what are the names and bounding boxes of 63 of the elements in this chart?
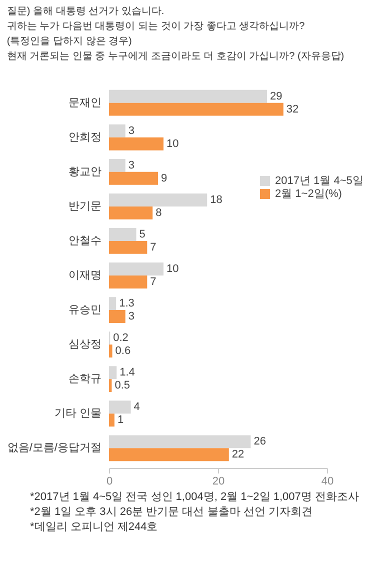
data-label: 22 [232, 448, 244, 461]
data-label: 3 [128, 159, 134, 172]
data-label: 0.6 [115, 345, 131, 358]
chart-title: 질문) 올해 대통령 선거가 있습니다. 귀하는 누가 다음번 대통령이 되는 것이 가장 좋다고 생각하십니까? (특정인을 답하지 않은 경우) 현재 거론되는 인물 중 누구에게 조금이라도 더 호감이 가십니까? (자유응답) [6, 6, 344, 62]
data-label: 7 [150, 276, 156, 288]
bar [109, 379, 112, 392]
data-label: 3 [128, 124, 134, 137]
data-label: 26 [254, 436, 266, 448]
bar [109, 310, 126, 323]
bar [109, 124, 126, 138]
text: *2월 1일 오후 3시 26분 반기문 대선 불출마 선언 기자회견 [30, 505, 314, 520]
bar [109, 448, 229, 462]
bar [109, 297, 116, 310]
data-label: 3 [128, 310, 134, 323]
bar [109, 400, 131, 414]
data-label: 18 [210, 194, 222, 206]
y-tick-label: 안희정 [68, 131, 102, 144]
data-label: 0.2 [113, 332, 128, 344]
bar [109, 90, 268, 103]
y-tick-label: 없음/모름/응답거절 [7, 442, 102, 454]
data-label: 9 [161, 172, 168, 184]
bar [109, 193, 208, 206]
bar [109, 262, 164, 276]
y-tick-label: 문재인 [68, 96, 102, 109]
legend-label: 2월 1~2일(%) [275, 188, 342, 200]
data-label: 1 [117, 414, 124, 426]
data-label: 0.5 [114, 380, 130, 392]
y-tick-label: 반기문 [68, 200, 102, 212]
y-tick-label: 손학규 [68, 373, 102, 386]
bar [109, 276, 148, 288]
text: *데일리 오피니언 제244호 [30, 520, 159, 535]
bar [109, 137, 164, 150]
bar [109, 344, 112, 358]
x-tick-label: 40 [321, 476, 334, 488]
bar [109, 435, 251, 448]
text: *2017년 1월 4~5일 전국 성인 1,004명, 2월 1~2일 1,007명 전화조사 [30, 490, 360, 505]
bar [109, 240, 148, 254]
y-tick-label: 안철수 [68, 234, 102, 247]
data-label: 10 [166, 138, 179, 150]
y-tick-label: 기타 인물 [54, 408, 102, 420]
bar [109, 414, 114, 427]
bar [109, 172, 158, 185]
y-tick-label: 황교안 [68, 166, 102, 178]
bar [109, 366, 117, 380]
data-label: 8 [156, 206, 162, 219]
bar [109, 206, 153, 220]
data-label: 7 [150, 241, 156, 254]
legend-label: 2017년 1월 4~5일 [275, 175, 364, 187]
y-tick-label: 유승민 [68, 304, 102, 316]
x-tick-label: 20 [212, 476, 225, 488]
data-label: 1.4 [120, 366, 135, 379]
data-label: 1.3 [119, 298, 134, 310]
data-label: 32 [286, 103, 299, 116]
y-tick-label: 심상정 [68, 338, 102, 351]
data-label: 29 [270, 90, 282, 102]
x-tick-label: 0 [106, 476, 113, 488]
bar [109, 228, 136, 241]
data-label: 10 [166, 263, 179, 276]
bar [109, 158, 126, 172]
data-label: 5 [139, 228, 146, 240]
bar [109, 102, 284, 116]
y-tick-label: 이재명 [68, 270, 102, 282]
data-label: 4 [134, 401, 140, 414]
